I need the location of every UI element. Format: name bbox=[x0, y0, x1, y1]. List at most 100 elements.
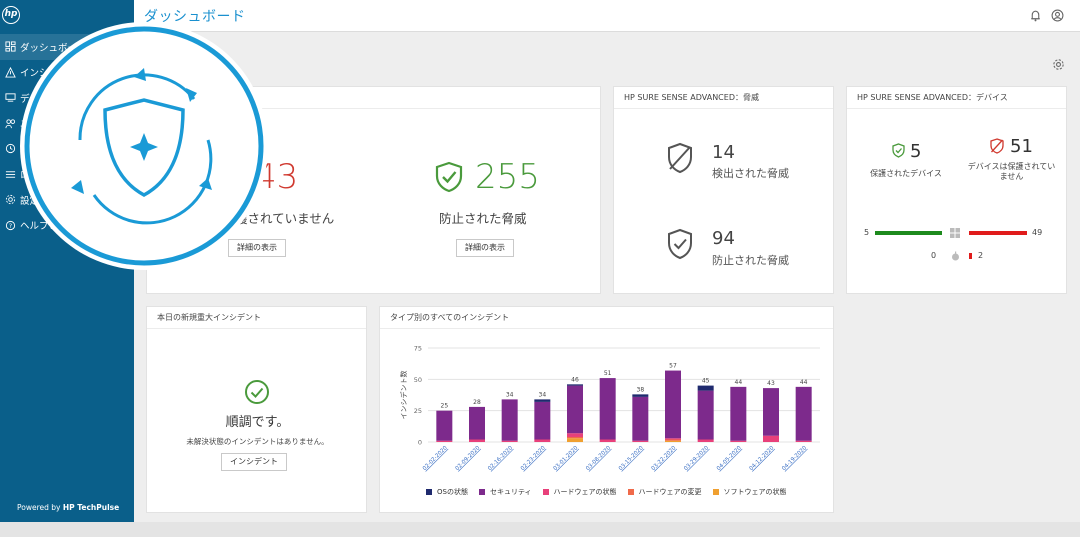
bar-segment bbox=[697, 385, 714, 391]
y-tick-label: 0 bbox=[418, 439, 422, 447]
x-tick-label: 04-05-2020 bbox=[716, 445, 743, 472]
bar-segment bbox=[763, 388, 779, 436]
check-circle-icon bbox=[245, 380, 269, 404]
bar-segment bbox=[763, 435, 779, 442]
help-icon: ? bbox=[4, 219, 16, 231]
sidebar-item-label: ダッシュボード bbox=[20, 42, 87, 54]
mac-protected-count: 0 bbox=[931, 251, 937, 260]
page-title: ダッシュボード bbox=[144, 9, 246, 25]
bar-total-label: 57 bbox=[669, 363, 677, 370]
x-tick-label: 03-08-2020 bbox=[585, 445, 612, 472]
clock-icon bbox=[4, 143, 16, 155]
bar-segment bbox=[469, 439, 485, 442]
x-tick-label: 03-29-2020 bbox=[683, 445, 710, 472]
device-icon bbox=[4, 92, 16, 104]
incidents-button[interactable]: インシデント bbox=[221, 453, 287, 471]
bar-segment bbox=[697, 439, 714, 442]
prevented-count: 255 bbox=[475, 157, 540, 197]
bar-segment bbox=[665, 440, 681, 442]
bar-segment bbox=[632, 394, 649, 397]
prevented-threats-label: 防止された脅威 bbox=[712, 254, 789, 267]
x-tick-label: 03-22-2020 bbox=[651, 445, 678, 472]
bell-icon[interactable] bbox=[1029, 9, 1042, 22]
y-axis-label: インシデント数 bbox=[399, 371, 408, 420]
powered-by: Powered by HP TechPulse bbox=[17, 503, 120, 512]
mac-unprotected-bar bbox=[969, 253, 972, 259]
legend-item[interactable]: ハードウェアの状態 bbox=[542, 487, 617, 497]
legend-item[interactable]: OSの状態 bbox=[426, 487, 468, 497]
shield-check-icon bbox=[435, 161, 463, 193]
user-icon[interactable] bbox=[1051, 9, 1064, 22]
incidents-by-type-card: タイプ別のすべてのインシデント 0 25 50 75 インシデント数 25 02-02-20… bbox=[379, 306, 834, 513]
bar-segment bbox=[501, 440, 518, 442]
legend-item[interactable]: ソフトウェアの状態 bbox=[712, 487, 787, 497]
x-tick-label: 04-19-2020 bbox=[781, 445, 808, 472]
y-tick-label: 25 bbox=[414, 407, 422, 415]
card-title: HP SURE SENSE ADVANCED：脅威 bbox=[614, 87, 833, 109]
sure-sense-threats-card: HP SURE SENSE ADVANCED：脅威 14 検出された脅威 94 … bbox=[613, 86, 834, 294]
bar-segment bbox=[567, 385, 583, 434]
bar-segment bbox=[632, 396, 649, 441]
bar-segment bbox=[436, 410, 453, 441]
bar-segment bbox=[665, 438, 681, 440]
bar-total-label: 34 bbox=[539, 391, 547, 398]
y-tick-label: 50 bbox=[414, 376, 422, 384]
windows-protected-bar bbox=[875, 231, 942, 235]
warning-icon bbox=[4, 66, 16, 78]
protection-badge-icon bbox=[20, 22, 268, 270]
legend-label: ハードウェアの状態 bbox=[553, 488, 617, 496]
bar-segment bbox=[795, 386, 812, 441]
legend-item[interactable]: セキュリティ bbox=[478, 487, 532, 497]
legend-swatch bbox=[426, 489, 432, 495]
sidebar-item-incidents[interactable]: インシデ bbox=[0, 60, 134, 86]
gear-icon bbox=[4, 194, 16, 206]
sidebar-item-settings[interactable]: 設定 bbox=[0, 187, 134, 213]
details-button-prevented[interactable]: 詳細の表示 bbox=[456, 239, 514, 257]
x-tick-label: 02-02-2020 bbox=[422, 445, 449, 472]
sidebar-item-label: ヘルプと bbox=[20, 221, 59, 233]
incidents-bar-chart: 0 25 50 75 インシデント数 25 02-02-2020 28 02-09-2020 34… bbox=[399, 345, 820, 472]
shield-check-icon bbox=[892, 143, 905, 158]
apple-icon bbox=[952, 251, 959, 261]
bar-segment bbox=[665, 370, 681, 439]
x-tick-label: 04-12-2020 bbox=[749, 445, 776, 472]
legend-swatch bbox=[542, 489, 549, 495]
bar-total-label: 51 bbox=[604, 370, 612, 377]
bar-segment bbox=[795, 440, 812, 442]
bar-segment bbox=[567, 384, 583, 386]
bar-segment bbox=[534, 399, 551, 402]
prevented-label: 防止された脅威 bbox=[439, 211, 527, 226]
hp-logo[interactable]: hp bbox=[2, 6, 20, 24]
details-button-unprotected[interactable]: 詳細の表示 bbox=[228, 239, 286, 257]
x-tick-label: 03-15-2020 bbox=[618, 445, 645, 472]
chart-legend: OSの状態 セキュリティ ハードウェアの状態 ハードウェアの変更 ソフトウェアの状態 bbox=[426, 487, 798, 497]
x-tick-label: 02-09-2020 bbox=[455, 445, 482, 472]
mac-unprotected-count: 2 bbox=[978, 251, 984, 260]
page-footer-strip bbox=[0, 522, 1080, 537]
unprotected-devices-label: デバイスは保護されていません bbox=[967, 162, 1056, 181]
y-tick-label: 75 bbox=[414, 345, 422, 353]
users-icon bbox=[4, 117, 16, 129]
bar-total-label: 38 bbox=[637, 386, 645, 393]
bar-segment bbox=[534, 401, 551, 440]
header-bar: ダッシュボード bbox=[134, 0, 1080, 32]
detected-threats-count: 14 bbox=[712, 142, 735, 163]
bar-segment bbox=[567, 433, 583, 437]
sidebar-item-help[interactable]: ? ヘルプと bbox=[0, 213, 134, 239]
legend-item[interactable]: ハードウェアの変更 bbox=[627, 487, 702, 497]
bar-total-label: 44 bbox=[735, 379, 743, 386]
bar-total-label: 45 bbox=[702, 378, 710, 385]
legend-label: セキュリティ bbox=[489, 488, 532, 496]
dashboard-settings-icon[interactable] bbox=[1052, 58, 1065, 71]
protected-devices-label: 保護されたデバイス bbox=[870, 169, 942, 178]
legend-label: OSの状態 bbox=[437, 488, 468, 496]
card-title bbox=[147, 87, 600, 109]
card-title: タイプ別のすべてのインシデント bbox=[380, 307, 833, 329]
bar-total-label: 34 bbox=[506, 391, 514, 398]
sidebar-item-label: 設定 bbox=[20, 195, 40, 207]
windows-protected-count: 5 bbox=[864, 228, 870, 237]
brand-name: HP TechPulse bbox=[62, 503, 120, 512]
unprotected-devices-count: 51 bbox=[1010, 136, 1033, 157]
legend-label: ソフトウェアの状態 bbox=[723, 488, 787, 496]
sidebar-item-label: インシデ bbox=[20, 68, 59, 80]
